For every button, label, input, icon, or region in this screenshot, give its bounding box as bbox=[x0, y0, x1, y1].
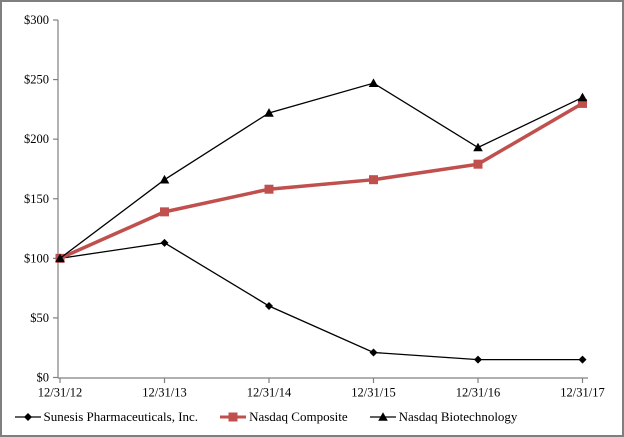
y-axis-tick-label: $300 bbox=[24, 13, 49, 27]
legend-label-nasdaq-composite: Nasdaq Composite bbox=[249, 409, 348, 424]
y-axis-tick-label: $250 bbox=[24, 73, 49, 87]
legend-label-sunesis: Sunesis Pharmaceuticals, Inc. bbox=[43, 409, 199, 424]
square-marker-icon bbox=[160, 207, 169, 217]
square-marker-icon bbox=[369, 175, 378, 185]
triangle-marker-icon bbox=[264, 108, 274, 117]
x-axis-tick-label: 12/31/13 bbox=[142, 386, 186, 400]
diamond-marker-icon bbox=[265, 302, 273, 310]
square-marker-icon bbox=[220, 412, 247, 422]
y-axis-tick-label: $0 bbox=[37, 371, 50, 385]
square-marker-icon bbox=[473, 159, 483, 169]
diamond-marker-icon bbox=[14, 413, 41, 421]
square-marker-icon bbox=[264, 184, 274, 194]
x-axis-tick-label: 12/31/15 bbox=[351, 386, 395, 400]
x-axis-tick-label: 12/31/17 bbox=[560, 386, 604, 400]
triangle-marker-icon bbox=[159, 174, 170, 184]
x-axis-tick-label: 12/31/16 bbox=[456, 386, 500, 400]
y-axis-tick-label: $150 bbox=[24, 192, 49, 206]
triangle-marker-icon bbox=[55, 253, 65, 263]
triangle-marker-icon bbox=[473, 142, 483, 152]
diamond-marker-icon bbox=[23, 413, 32, 421]
series-line bbox=[59, 101, 584, 260]
triangle-marker-icon bbox=[368, 78, 379, 87]
triangle-marker-icon bbox=[377, 412, 388, 421]
x-axis-tick-label: 12/31/12 bbox=[38, 386, 82, 400]
legend-item-nasdaq-biotechnology: Nasdaq Biotechnology bbox=[369, 409, 518, 425]
legend-item-sunesis: Sunesis Pharmaceuticals, Inc. bbox=[14, 409, 199, 425]
legend-label-nasdaq-biotechnology: Nasdaq Biotechnology bbox=[398, 409, 518, 424]
diamond-marker-icon bbox=[160, 238, 169, 247]
legend-item-nasdaq-composite: Nasdaq Composite bbox=[220, 409, 348, 425]
y-axis-tick-label: $50 bbox=[30, 311, 49, 325]
triangle-marker-icon bbox=[577, 92, 588, 102]
diamond-marker-icon bbox=[578, 355, 587, 364]
series-1 bbox=[55, 98, 587, 263]
series-2 bbox=[55, 78, 588, 263]
x-axis-tick-label: 12/31/14 bbox=[247, 386, 292, 400]
y-axis-tick-label: $100 bbox=[24, 251, 49, 265]
diamond-marker-icon bbox=[369, 348, 378, 357]
diamond-marker-icon bbox=[474, 355, 482, 364]
series-line bbox=[59, 82, 583, 259]
series-line bbox=[59, 242, 583, 361]
square-marker-icon bbox=[578, 98, 587, 108]
chart-legend: Sunesis Pharmaceuticals, Inc. Nasdaq Com… bbox=[2, 405, 576, 429]
y-axis-tick-label: $200 bbox=[24, 132, 49, 146]
series-0 bbox=[56, 238, 587, 364]
triangle-marker-icon bbox=[369, 412, 396, 421]
square-marker-icon bbox=[228, 412, 238, 422]
